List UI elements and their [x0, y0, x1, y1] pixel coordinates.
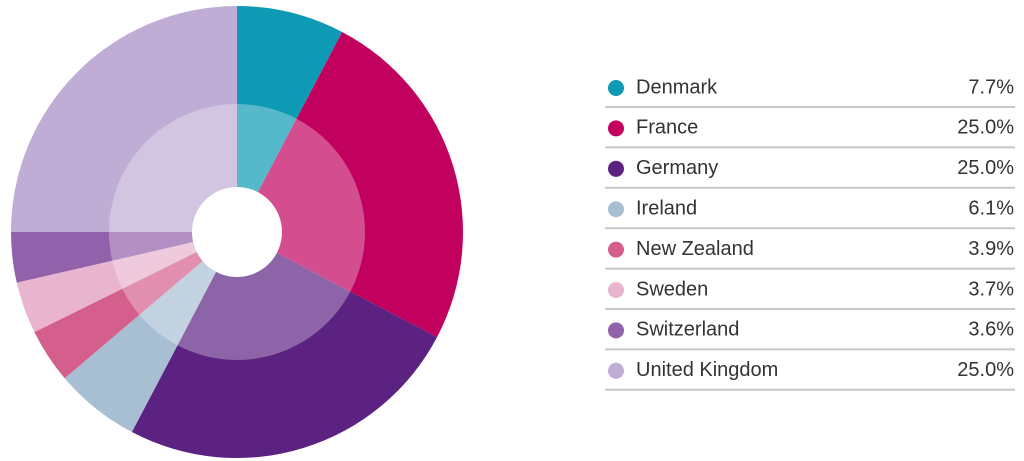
- legend-label: Ireland: [636, 197, 697, 219]
- pie-slice: [237, 31, 463, 338]
- legend-value: 3.7%: [968, 278, 1014, 300]
- pie-slice: [16, 232, 237, 333]
- pie-slice: [64, 232, 238, 433]
- legend-value: 25.0%: [957, 157, 1014, 179]
- legend-value: 3.9%: [968, 238, 1014, 260]
- legend-value: 25.0%: [957, 117, 1014, 139]
- pie-slice: [11, 6, 237, 232]
- pie-slice: [237, 6, 343, 232]
- legend-swatch: [608, 120, 624, 137]
- legend-label: France: [636, 117, 698, 139]
- center-hole: [192, 187, 282, 277]
- legend-value: 6.1%: [968, 197, 1014, 219]
- pie-slice: [34, 232, 237, 379]
- legend-swatch: [608, 362, 624, 379]
- legend-value: 7.7%: [968, 76, 1014, 98]
- pie-slice: [131, 232, 438, 458]
- legend-label: Sweden: [636, 278, 708, 300]
- legend-label: Denmark: [636, 76, 718, 98]
- legend-swatch: [608, 282, 624, 298]
- legend-swatch: [608, 80, 624, 96]
- pie-slice: [11, 232, 237, 283]
- legend-label: New Zealand: [636, 238, 754, 260]
- legend-label: Switzerland: [636, 319, 739, 341]
- legend-value: 25.0%: [957, 359, 1014, 381]
- legend-value: 3.6%: [968, 319, 1014, 341]
- legend-swatch: [608, 241, 624, 258]
- legend-swatch: [608, 201, 624, 218]
- legend-label: Germany: [636, 157, 718, 179]
- legend-label: United Kingdom: [636, 359, 778, 381]
- legend-swatch: [608, 160, 624, 177]
- legend-swatch: [608, 322, 624, 339]
